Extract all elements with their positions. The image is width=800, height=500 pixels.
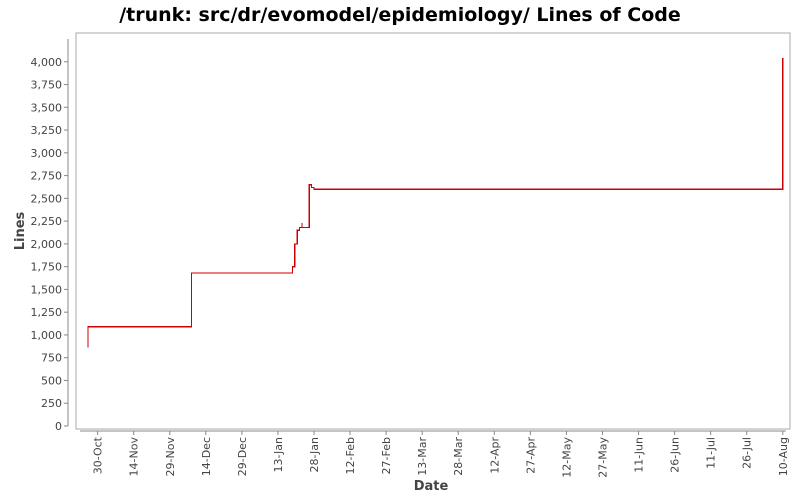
y-axis: 0 250 500 750 1,000 1,250 1,500 1,750 2,000 2,250…: [31, 39, 69, 433]
y-tick-label: 2,000: [31, 238, 63, 251]
x-tick-label: 11-Jun: [633, 437, 646, 473]
x-tick-label: 14-Dec: [200, 437, 213, 476]
x-tick-label: 27-Feb: [380, 437, 393, 474]
x-tick-label: 29-Nov: [164, 437, 177, 477]
y-tick-label: 1,250: [31, 306, 63, 319]
x-tick-label: 12-Feb: [344, 437, 357, 474]
y-tick-label: 4,000: [31, 56, 63, 69]
y-tick-label: 2,750: [31, 170, 63, 183]
y-tick-label: 3,000: [31, 147, 63, 160]
y-tick-label: 1,750: [31, 261, 63, 274]
series-layer: [87, 58, 784, 348]
plot-area: [75, 32, 791, 430]
y-tick-label: 750: [41, 352, 62, 365]
y-tick-label: 250: [41, 397, 62, 410]
x-tick-label: 26-Jun: [669, 437, 682, 473]
x-tick-label: 27-May: [596, 437, 609, 478]
x-tick-label: 28-Mar: [452, 437, 465, 476]
x-tick-label: 10-Aug: [777, 437, 790, 476]
loc-series-line: [87, 58, 784, 348]
x-tick-label: 12-May: [560, 437, 573, 478]
y-tick-label: 1,000: [31, 329, 63, 342]
x-tick-label: 12-Apr: [488, 437, 501, 474]
x-tick-label: 11-Jul: [705, 437, 718, 469]
x-tick-label: 14-Nov: [128, 437, 141, 477]
y-tick-label: 3,250: [31, 124, 63, 137]
y-tick-label: 0: [55, 420, 62, 433]
x-tick-label: 27-Apr: [524, 437, 537, 474]
x-axis-label: Date: [414, 479, 449, 494]
chart-title: /trunk: src/dr/evomodel/epidemiology/ Li…: [119, 4, 681, 26]
x-tick-label: 28-Jan: [308, 437, 321, 473]
y-tick-label: 3,500: [31, 101, 63, 114]
x-tick-label: 26-Jul: [741, 437, 754, 469]
y-tick-label: 500: [41, 374, 62, 387]
x-tick-label: 29-Dec: [236, 437, 249, 476]
x-tick-label: 13-Mar: [416, 437, 429, 476]
y-tick-label: 2,500: [31, 192, 63, 205]
y-axis-label: Lines: [13, 211, 28, 250]
x-tick-label: 30-Oct: [92, 436, 105, 474]
x-axis: 30-Oct 14-Nov 29-Nov 14-Dec 29-Dec 13-Jan 28-J…: [80, 430, 790, 478]
y-tick-label: 1,500: [31, 283, 63, 296]
y-tick-label: 2,250: [31, 215, 63, 228]
x-tick-label: 13-Jan: [272, 437, 285, 473]
y-tick-label: 3,750: [31, 79, 63, 92]
